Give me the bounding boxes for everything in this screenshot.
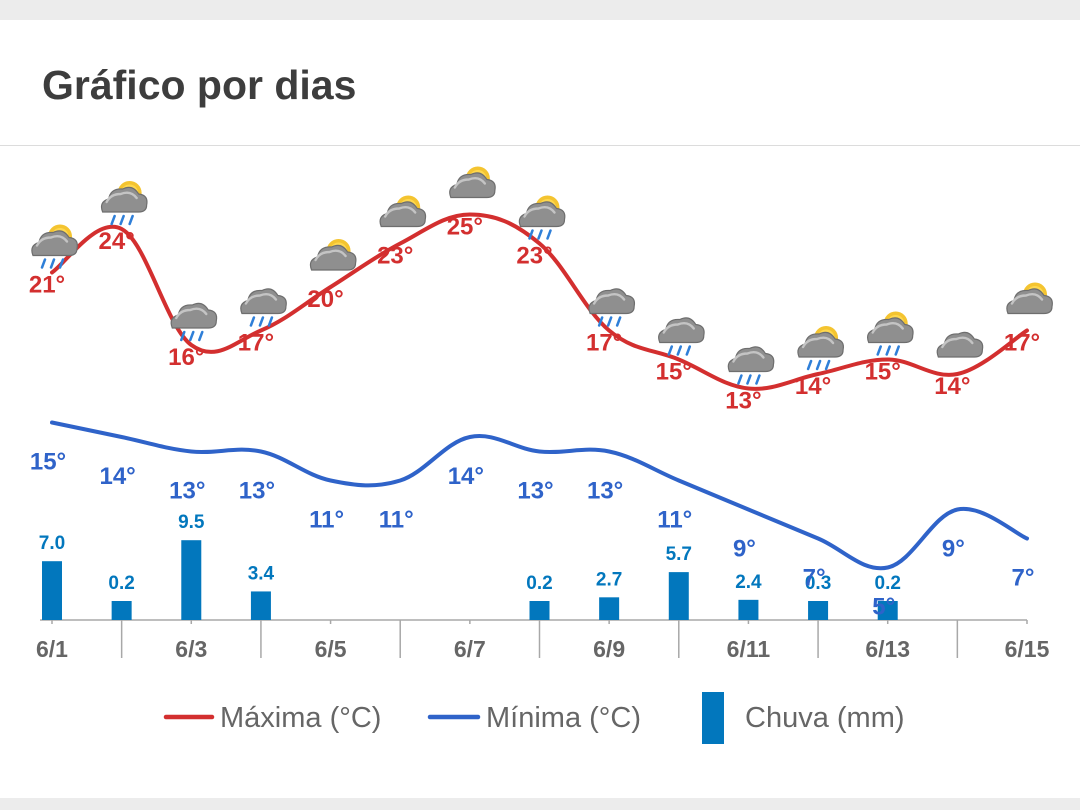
x-axis: 6/1 6/3 6/5 6/7 6/9 6/11 6/13 6/15 [36, 619, 1050, 662]
cloud-rain-icon [658, 317, 705, 356]
max-temp-label: 13° [725, 388, 761, 415]
min-temp-label: 13° [169, 478, 205, 505]
rain-bar [738, 599, 759, 620]
rain-bar [250, 591, 271, 620]
min-temp-label: 5° [872, 594, 895, 621]
sun-cloud-icon [309, 239, 357, 271]
min-temp-label: 15° [30, 449, 66, 476]
max-temp-label: 20° [307, 286, 343, 313]
rain-bar [181, 540, 202, 620]
page-title: Gráfico por dias [42, 62, 357, 108]
cloud-rain-icon [170, 302, 218, 342]
legend-rain-swatch [702, 692, 724, 744]
sun-cloud-rain-icon [100, 181, 148, 226]
min-temp-label: 7° [803, 565, 826, 592]
legend: Máxima (°C) Mínima (°C) Chuva (mm) [163, 692, 905, 744]
legend-min-label: Mínima (°C) [486, 702, 641, 734]
max-temp-label: 23° [377, 243, 413, 270]
x-tick-label: 6/7 [454, 636, 486, 662]
min-temp-label: 13° [517, 478, 553, 505]
rain-label: 0.2 [108, 573, 134, 594]
rain-label: 9.5 [178, 512, 205, 533]
rain-label: 5.7 [666, 544, 692, 565]
temperature-lines [50, 212, 1029, 571]
rain-bar [877, 601, 898, 620]
sun-cloud-rain-icon [797, 326, 844, 371]
data-labels: 7.0 0.2 9.5 3.4 0.2 2.7 5.7 2.4 0.3 0.2 21° 24° 16° 1… [29, 214, 1040, 621]
rain-label: 0.3 [805, 573, 831, 594]
max-temp-label: 24° [98, 228, 134, 255]
sun-cloud-icon [449, 166, 496, 199]
max-temp-label: 17° [1004, 330, 1040, 357]
min-temp-label: 14° [448, 463, 484, 490]
sun-cloud-icon [379, 195, 427, 228]
sun-cloud-rain-icon [866, 311, 914, 356]
max-temp-label: 16° [168, 344, 204, 371]
x-tick-label: 6/1 [36, 636, 68, 662]
max-temp-label: 14° [795, 373, 831, 400]
rain-bar [529, 601, 550, 620]
rain-bar [599, 597, 620, 620]
min-temp-label: 13° [239, 478, 275, 505]
rain-label: 2.7 [596, 569, 622, 590]
min-temp-label: 11° [309, 507, 344, 534]
daily-forecast-chart: 6/1 6/3 6/5 6/7 6/9 6/11 6/13 6/15 7.0 0.2 9.5 3.4… [29, 166, 1053, 744]
max-temp-label: 15° [656, 359, 692, 386]
x-tick-label: 6/3 [175, 636, 207, 662]
min-temp-label: 9° [733, 536, 756, 563]
weather-icons [31, 166, 1053, 385]
min-temp-label: 14° [99, 463, 135, 490]
rain-label: 7.0 [39, 533, 65, 554]
card-header: Gráfico por dias [0, 20, 1080, 146]
max-temp-label: 17° [238, 330, 274, 357]
sun-cloud-rain-icon [31, 224, 78, 269]
min-temp-label: 11° [657, 507, 692, 534]
sun-cloud-rain-icon [518, 195, 566, 240]
min-temp-label: 13° [587, 478, 623, 505]
max-temp-label: 21° [29, 272, 65, 299]
rain-bar [42, 561, 62, 620]
max-temp-label: 14° [934, 373, 970, 400]
min-temp-label: 11° [379, 507, 414, 534]
max-temp-label: 25° [447, 214, 483, 241]
min-temp-label: 9° [942, 536, 965, 563]
cloud-rain-icon [588, 288, 636, 327]
cloud-rain-icon [727, 346, 775, 385]
x-tick-label: 6/15 [1005, 636, 1050, 662]
x-tick-label: 6/11 [727, 636, 771, 662]
max-temp-label: 23° [516, 243, 552, 270]
legend-rain-label: Chuva (mm) [745, 702, 905, 734]
sun-cloud-icon [1006, 282, 1053, 315]
rain-label: 0.2 [875, 573, 901, 594]
cloud-rain-icon [240, 288, 287, 327]
rain-label: 0.2 [526, 573, 552, 594]
rain-bars [42, 540, 898, 620]
legend-max-label: Máxima (°C) [220, 702, 381, 734]
x-tick-label: 6/13 [865, 636, 910, 662]
chart-card: Gráfico por dias 6/1 6/3 6/5 6/7 6/9 6/11 6/13… [0, 20, 1080, 798]
max-temp-label: 15° [865, 359, 901, 386]
max-temp-line [50, 212, 1029, 391]
rain-label: 3.4 [248, 563, 275, 584]
rain-bar [111, 601, 132, 620]
rain-bar [808, 601, 829, 620]
x-tick-label: 6/5 [315, 636, 347, 662]
min-temp-line [50, 420, 1029, 571]
max-temp-label: 17° [586, 330, 622, 357]
cloud-icon [936, 331, 984, 358]
rain-bar [668, 572, 689, 620]
min-temp-label: 7° [1012, 565, 1035, 592]
rain-label: 2.4 [735, 572, 762, 593]
x-tick-label: 6/9 [593, 636, 625, 662]
